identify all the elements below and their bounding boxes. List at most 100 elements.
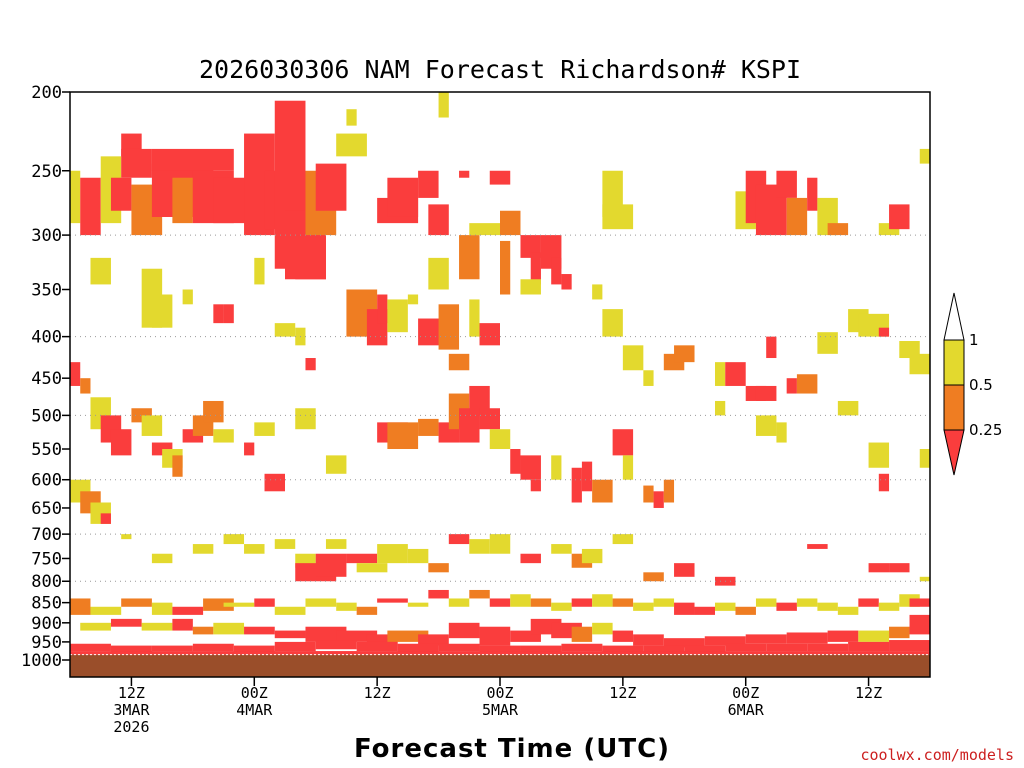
- heatmap-cell: [602, 645, 644, 653]
- legend-swatch-mid: [943, 339, 965, 386]
- heatmap-cell: [602, 309, 623, 337]
- heatmap-cell: [817, 332, 838, 354]
- heatmap-cell: [755, 598, 777, 607]
- heatmap-cells: [70, 92, 930, 655]
- heatmap-cell: [336, 602, 357, 611]
- heatmap-cell: [336, 133, 367, 157]
- heatmap-cell: [325, 539, 347, 549]
- heatmap-cell: [530, 252, 541, 285]
- y-tick-label: 950: [31, 633, 62, 653]
- heatmap-cell: [325, 455, 347, 474]
- heatmap-cell: [418, 170, 439, 198]
- x-tick-label: 5MAR: [482, 701, 519, 719]
- heatmap-cell: [633, 634, 664, 646]
- heatmap-cell: [520, 553, 541, 564]
- heatmap-cell: [612, 534, 634, 545]
- heatmap-cell: [274, 630, 306, 639]
- heatmap-cell: [110, 618, 142, 627]
- y-tick-label: 350: [31, 280, 62, 300]
- heatmap-cell: [315, 553, 347, 577]
- heatmap-cell: [438, 643, 480, 652]
- heatmap-cell: [151, 645, 193, 652]
- heatmap-cell: [407, 548, 429, 564]
- heatmap-cell: [889, 563, 910, 573]
- heatmap-cell: [602, 204, 634, 230]
- heatmap-cell: [715, 602, 736, 611]
- heatmap-cell: [315, 640, 357, 650]
- y-tick-label: 450: [31, 369, 62, 389]
- heatmap-cell: [909, 614, 930, 635]
- heatmap-cell: [274, 606, 306, 615]
- heatmap-cell: [653, 598, 675, 607]
- heatmap-cell: [745, 634, 787, 644]
- heatmap-cell: [70, 362, 81, 386]
- heatmap-cell: [807, 177, 818, 211]
- heatmap-cell: [203, 598, 234, 611]
- x-tick-label: 00Z: [241, 684, 268, 702]
- y-tick-label: 250: [31, 162, 62, 182]
- heatmap-cell: [70, 170, 81, 224]
- heatmap-cell: [694, 606, 715, 615]
- heatmap-cell: [612, 630, 634, 642]
- heatmap-cell: [909, 353, 930, 375]
- heatmap-cell: [500, 240, 511, 295]
- heatmap-cell: [776, 170, 797, 198]
- heatmap-cell: [581, 548, 603, 564]
- heatmap-cell: [203, 400, 224, 423]
- y-axis: 200 250 300 350 400 450 500 550 600 650 700 750 8008…: [21, 83, 70, 671]
- heatmap-cell: [254, 422, 275, 436]
- heatmap-cell: [428, 204, 449, 236]
- heatmap-cell: [469, 539, 490, 554]
- heatmap-cell: [336, 630, 378, 642]
- heatmap-cell: [796, 374, 818, 394]
- x-tick-label: 3MAR: [113, 701, 150, 719]
- heatmap-cell: [387, 299, 408, 333]
- heatmap-cell: [837, 400, 859, 416]
- x-tick-label: 12Z: [855, 684, 882, 702]
- heatmap-cell: [592, 594, 613, 607]
- heatmap-cell: [305, 598, 337, 607]
- heatmap-cell: [919, 449, 930, 468]
- heatmap-cell: [643, 645, 685, 653]
- heatmap-cell: [551, 257, 562, 285]
- x-tick-label: 00Z: [486, 684, 513, 702]
- heatmap-cell: [715, 362, 726, 386]
- heatmap-cell: [786, 632, 828, 644]
- heatmap-cell: [807, 643, 849, 652]
- heatmap-cell: [725, 643, 767, 652]
- x-tick-label: 6MAR: [728, 701, 765, 719]
- heatmap-cell: [213, 622, 245, 635]
- legend-bottom-arrow: [943, 429, 965, 476]
- heatmap-cell: [889, 640, 930, 652]
- heatmap-cell: [438, 304, 460, 350]
- ground-surface: [70, 654, 930, 677]
- heatmap-cell: [448, 534, 470, 545]
- heatmap-cell: [223, 304, 234, 324]
- heatmap-cell: [172, 177, 193, 224]
- heatmap-cell: [70, 643, 111, 652]
- x-tick-label: 00Z: [732, 684, 759, 702]
- heatmap-cell: [459, 408, 480, 443]
- heatmap-cell: [264, 473, 285, 492]
- heatmap-cell: [70, 651, 930, 655]
- heatmap-cell: [469, 385, 490, 416]
- heatmap-cell: [428, 563, 449, 573]
- heatmap-cell: [192, 544, 214, 554]
- heatmap-cell: [295, 408, 316, 430]
- y-tick-label: 200: [31, 83, 62, 103]
- y-tick-label: 750: [31, 549, 62, 569]
- heatmap-cell: [878, 473, 890, 492]
- heatmap-cell: [551, 455, 562, 480]
- heatmap-cell: [366, 634, 398, 646]
- heatmap-cell: [469, 223, 500, 236]
- heatmap-cell: [469, 589, 490, 599]
- heatmap-cell: [418, 634, 449, 646]
- heatmap-cell: [755, 415, 777, 436]
- y-tick-label: 850: [31, 594, 62, 614]
- y-tick-label: 550: [31, 440, 62, 460]
- heatmap-cell: [592, 479, 613, 503]
- y-tick-label: 400: [31, 328, 62, 348]
- heatmap-cell: [387, 630, 429, 642]
- heatmap-cell: [428, 257, 449, 290]
